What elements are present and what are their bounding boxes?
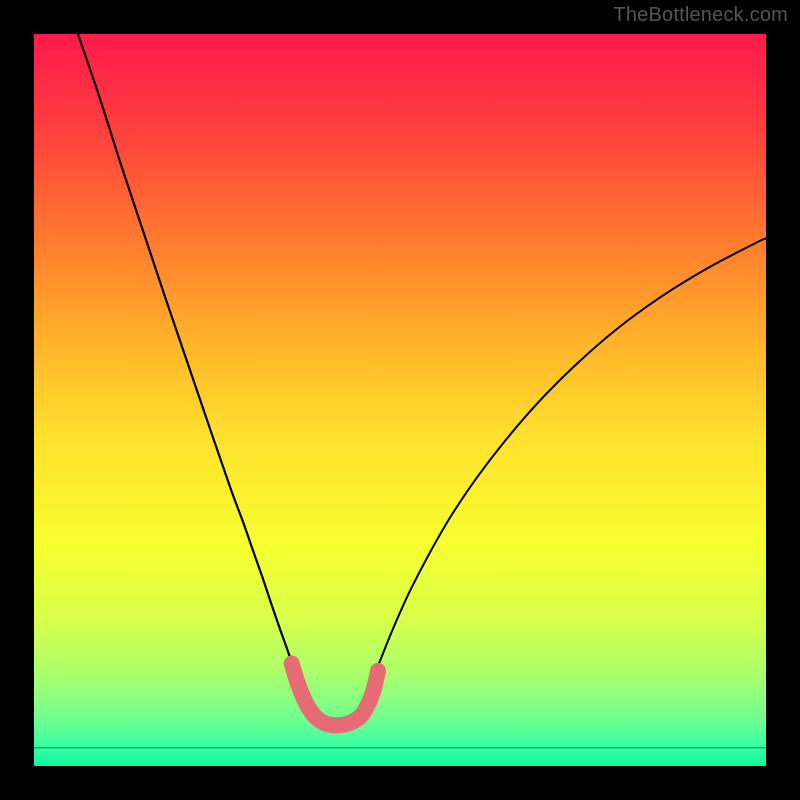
watermark-text: TheBottleneck.com: [613, 4, 788, 27]
curve-right: [372, 238, 766, 678]
bottleneck-chart: [34, 34, 766, 766]
pink-overlay: [292, 664, 378, 726]
chart-curves: [34, 34, 766, 766]
curve-left: [78, 34, 298, 678]
